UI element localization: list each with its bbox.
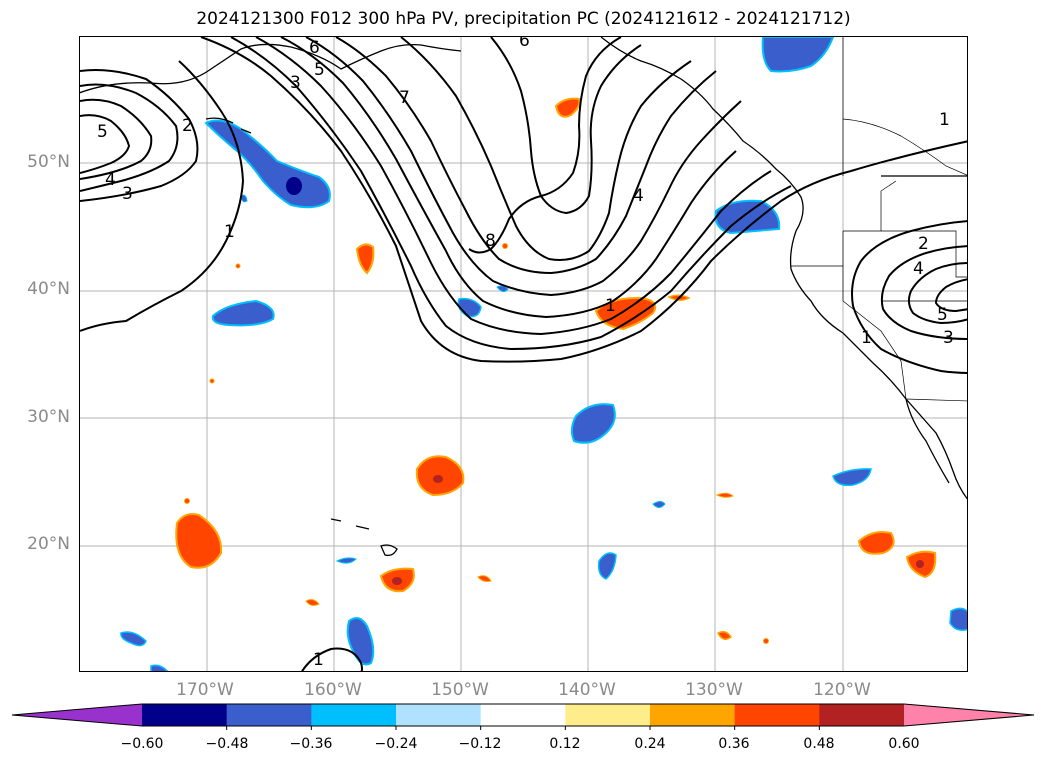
contour-label: 1 bbox=[313, 650, 324, 670]
lon-label-130w: 130°W bbox=[685, 680, 743, 700]
colorbar-segment bbox=[311, 704, 397, 726]
colorbar bbox=[11, 703, 1035, 730]
precip-negative-shading bbox=[120, 37, 967, 671]
colorbar-tick: 0.48 bbox=[803, 736, 835, 752]
colorbar-segment bbox=[819, 704, 905, 726]
contour-label: 6 bbox=[309, 38, 320, 58]
contour-label: 2 bbox=[182, 116, 193, 136]
contour-label: 3 bbox=[290, 73, 301, 93]
lat-label-30n: 30°N bbox=[27, 407, 70, 427]
lat-label-40n: 40°N bbox=[27, 279, 70, 299]
contour-label: 5 bbox=[937, 305, 948, 325]
colorbar-segment bbox=[650, 704, 736, 726]
contour-label: 3 bbox=[122, 184, 133, 204]
colorbar-tick: −0.60 bbox=[120, 736, 164, 752]
colorbar-tick: −0.48 bbox=[205, 736, 249, 752]
contour-label: 6 bbox=[519, 37, 530, 51]
contour-label: 1 bbox=[939, 110, 950, 130]
lon-label-150w: 150°W bbox=[431, 680, 489, 700]
map-title: 2024121300 F012 300 hPa PV, precipitatio… bbox=[196, 9, 851, 29]
political-borders bbox=[791, 37, 967, 402]
colorbar-tick: 0.60 bbox=[888, 736, 920, 752]
colorbar-segment bbox=[142, 704, 228, 726]
colorbar-tick: −0.12 bbox=[458, 736, 502, 752]
contour-label: 5 bbox=[97, 122, 108, 142]
contour-label: 4 bbox=[633, 186, 644, 206]
colorbar-tick: −0.36 bbox=[289, 736, 333, 752]
contour-label: 4 bbox=[913, 259, 924, 279]
colorbar-tick: 0.24 bbox=[634, 736, 666, 752]
colorbar-tick: 0.36 bbox=[718, 736, 750, 752]
contour-label: 1 bbox=[861, 328, 872, 348]
colorbar-tick: −0.24 bbox=[374, 736, 418, 752]
colorbar-segment bbox=[226, 704, 312, 726]
coastlines bbox=[80, 37, 967, 557]
colorbar-extend-high bbox=[904, 704, 1034, 726]
colorbar-tick: 0.12 bbox=[549, 736, 581, 752]
gridlines bbox=[80, 37, 967, 671]
contour-labels: 5 4 3 2 3 5 6 6 7 1 8 4 1 2 4 5 3 1 1 1 bbox=[97, 37, 954, 670]
contour-label: 1 bbox=[224, 222, 235, 242]
map-plot-area: 5 4 3 2 3 5 6 6 7 1 8 4 1 2 4 5 3 1 1 1 bbox=[79, 36, 968, 672]
contour-label: 5 bbox=[314, 60, 325, 80]
contour-label: 2 bbox=[918, 234, 929, 254]
pv-contours bbox=[80, 37, 967, 671]
lat-label-50n: 50°N bbox=[27, 152, 70, 172]
contour-label: 1 bbox=[605, 296, 616, 316]
colorbar-segment bbox=[734, 704, 820, 726]
lat-label-20n: 20°N bbox=[27, 534, 70, 554]
colorbar-segment bbox=[396, 704, 482, 726]
precip-positive-shading bbox=[175, 97, 937, 644]
contour-label: 7 bbox=[399, 88, 410, 108]
colorbar-segment bbox=[565, 704, 651, 726]
contour-label: 4 bbox=[105, 170, 116, 190]
lon-label-170w: 170°W bbox=[176, 680, 234, 700]
contour-label: 3 bbox=[943, 328, 954, 348]
lon-label-160w: 160°W bbox=[304, 680, 362, 700]
colorbar-segment bbox=[480, 704, 566, 726]
colorbar-extend-low bbox=[12, 704, 142, 726]
colorbar-outline bbox=[11, 703, 1035, 727]
lon-label-120w: 120°W bbox=[813, 680, 871, 700]
lon-label-140w: 140°W bbox=[558, 680, 616, 700]
contour-label: 8 bbox=[485, 231, 496, 251]
